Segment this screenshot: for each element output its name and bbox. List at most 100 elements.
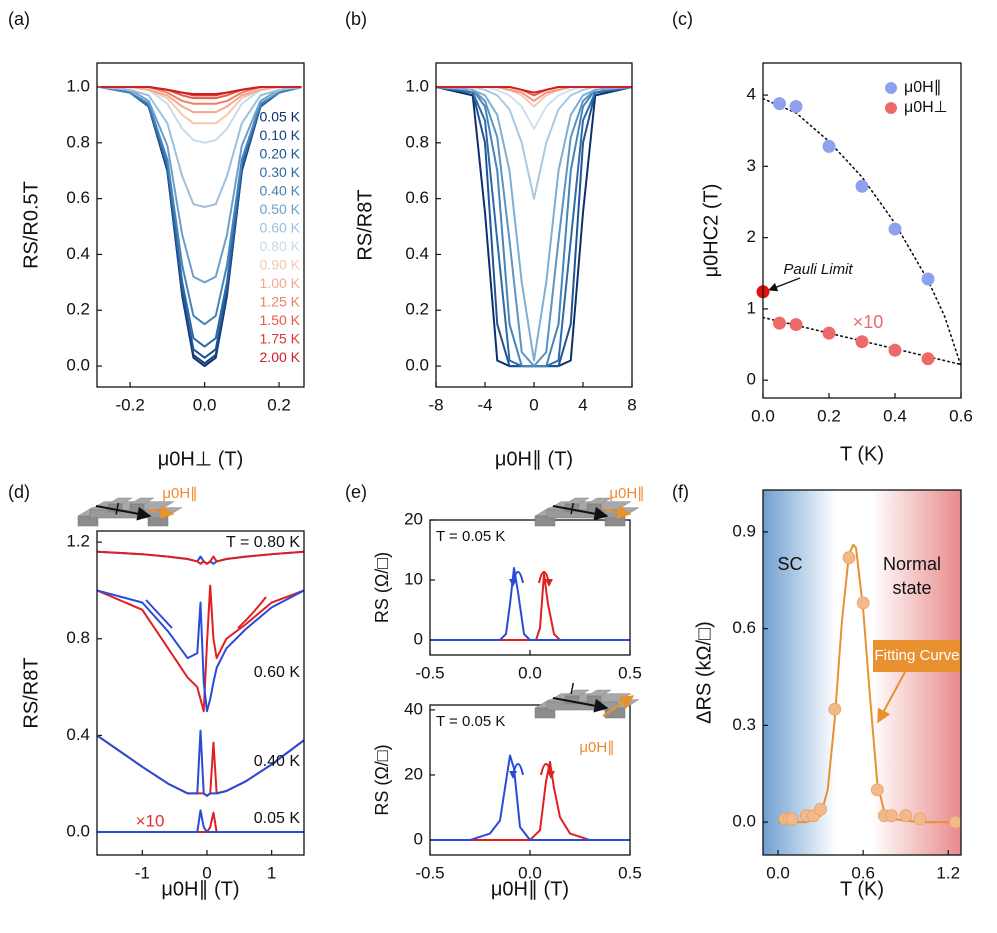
- plot-area: [436, 86, 632, 368]
- device-front: [77, 515, 99, 527]
- x-tick-label: 0.0: [751, 406, 775, 425]
- y-axis-label: RS (Ω/□): [372, 744, 392, 815]
- annotation: I: [570, 681, 575, 698]
- legend-label: 1.75 K: [260, 331, 301, 347]
- annotation: Normal: [883, 554, 941, 574]
- y-tick-label: 0.4: [66, 725, 90, 744]
- y-tick-label: 20: [404, 764, 423, 783]
- annotation: Fitting Curve: [874, 647, 959, 664]
- series-line: [97, 550, 304, 565]
- field-arrow: [604, 505, 632, 519]
- annotation: I: [115, 499, 120, 518]
- axes-frame: [429, 519, 631, 656]
- x-tick-label: 0.0: [518, 663, 542, 682]
- x-axis-label: μ0H⊥ (T): [158, 448, 244, 470]
- data-point: [842, 551, 856, 565]
- x-axis-label: μ0H∥ (T): [491, 878, 569, 900]
- device-front: [534, 707, 556, 719]
- x-tick-label: -0.5: [415, 663, 444, 682]
- axes-frame: [96, 62, 305, 388]
- x-tick-label: 0: [529, 395, 538, 414]
- series-line: [97, 589, 304, 713]
- legend-label: 0.50 K: [260, 201, 301, 217]
- phase-background: [763, 490, 961, 855]
- x-tick-label: -1: [135, 863, 150, 882]
- y-tick-label: 0.2: [405, 300, 429, 319]
- data-point: [773, 316, 786, 330]
- x-tick-label: 0.0: [766, 863, 790, 882]
- y-tick-label: 10: [404, 569, 423, 588]
- series-line: [97, 809, 304, 834]
- x-axis-label: μ0H∥ (T): [161, 878, 239, 900]
- data-point: [899, 809, 913, 823]
- data-point: [888, 343, 902, 357]
- legend-label: 2.00 K: [260, 349, 301, 365]
- series-line: [436, 86, 632, 94]
- current-arrow: [552, 697, 609, 713]
- data-point: [855, 179, 869, 193]
- x-tick-label: -4: [477, 395, 492, 414]
- plot-area: [430, 754, 630, 842]
- x-axis-label: T (K): [840, 443, 884, 465]
- current-arrow: [552, 505, 609, 521]
- data-point: [822, 139, 836, 153]
- y-tick-label: 0.0: [405, 356, 429, 375]
- legend-label: 1.00 K: [260, 275, 301, 291]
- legend-label: 1.25 K: [260, 294, 301, 310]
- device-front: [586, 695, 602, 705]
- legend-label: 0.40 K: [260, 183, 301, 199]
- legend-label: 1.50 K: [260, 312, 301, 328]
- data-point: [789, 318, 803, 332]
- y-tick-label: 0.4: [405, 244, 429, 263]
- y-tick-label: 0.8: [66, 132, 90, 151]
- series-line: [430, 567, 630, 641]
- device-front: [534, 515, 556, 527]
- annotation: ×10: [853, 312, 884, 332]
- annotation: 0.60 K: [254, 664, 301, 681]
- annotation: μ0H∥: [579, 739, 614, 756]
- annotation: I: [570, 501, 575, 518]
- axes-frame: [762, 489, 962, 856]
- data-point: [855, 335, 869, 349]
- series-line: [430, 760, 630, 842]
- data-point: [828, 702, 842, 716]
- field-arrow: [602, 695, 635, 717]
- plot-area: [100, 86, 302, 368]
- y-tick-label: 20: [404, 509, 423, 528]
- data-point: [888, 222, 902, 236]
- x-tick-label: 0.2: [267, 395, 291, 414]
- x-tick-label: -0.5: [415, 863, 444, 882]
- data-point: [885, 809, 898, 823]
- legend-label: 0.80 K: [260, 238, 301, 254]
- y-tick-label: 0.8: [66, 628, 90, 647]
- y-tick-label: 0.4: [66, 244, 90, 263]
- x-tick-label: 4: [578, 395, 587, 414]
- label-box: [873, 640, 961, 672]
- series-line: [430, 754, 630, 842]
- y-tick-label: 0.9: [732, 521, 756, 540]
- axes-frame: [429, 704, 631, 856]
- legend-label: 0.10 K: [260, 127, 301, 143]
- device-inset: [77, 497, 183, 527]
- device-inset: [534, 497, 640, 527]
- y-tick-label: 0.0: [66, 822, 90, 841]
- sweep-arrow: [237, 596, 267, 629]
- y-tick-label: 0.0: [66, 356, 90, 375]
- legend-label: 0.60 K: [260, 220, 301, 236]
- annotation: 0.40 K: [254, 753, 301, 770]
- legend-marker: [885, 82, 897, 94]
- field-arrow: [147, 505, 175, 519]
- series-line: [763, 97, 961, 367]
- legend-label: 0.05 K: [260, 109, 301, 125]
- series-line: [436, 86, 632, 200]
- current-arrow: [95, 505, 152, 521]
- x-tick-label: 0.2: [817, 406, 841, 425]
- data-point: [948, 815, 962, 829]
- panel-label: (d): [8, 482, 30, 502]
- y-tick-label: 0: [414, 830, 423, 849]
- device-front: [129, 503, 145, 513]
- y-tick-label: 0.0: [732, 812, 756, 831]
- series-line: [436, 86, 632, 362]
- axes-frame: [762, 62, 962, 399]
- annotation: μ0H∥: [162, 485, 197, 502]
